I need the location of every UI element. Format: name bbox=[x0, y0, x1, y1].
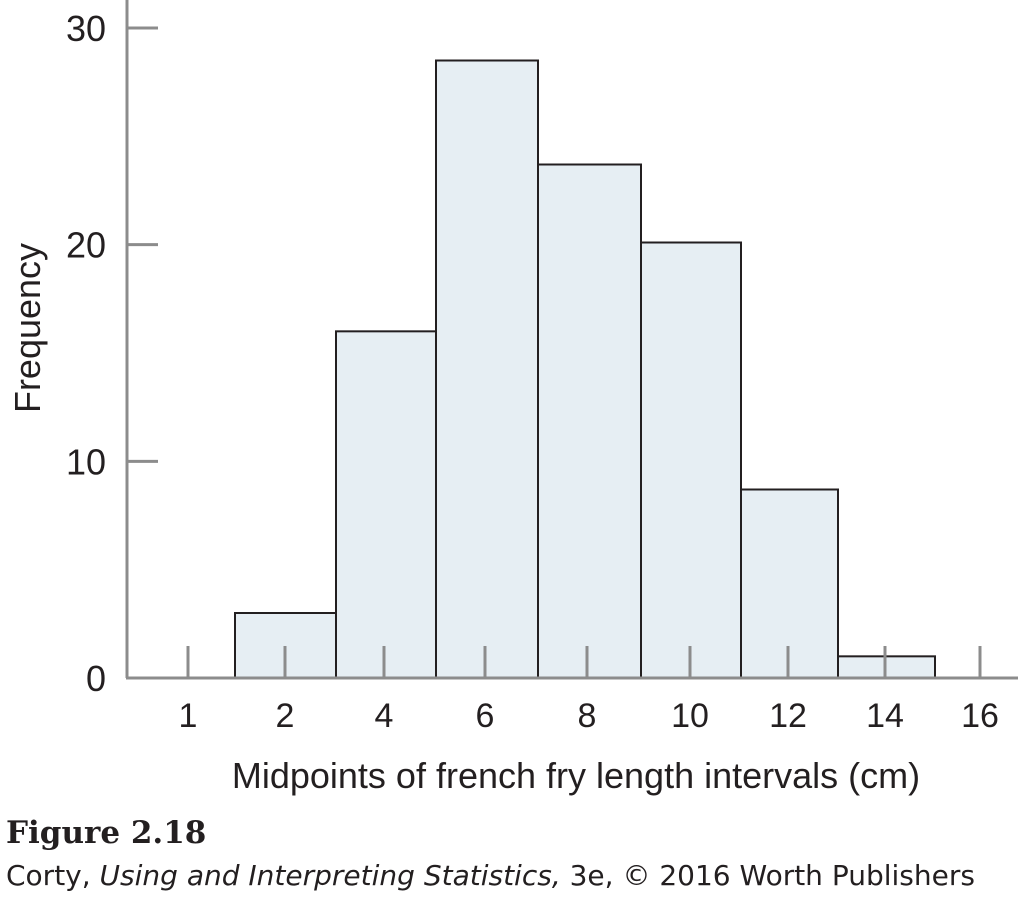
credit-author: Corty, bbox=[6, 859, 100, 892]
x-axis-title: Midpoints of french fry length intervals… bbox=[232, 755, 920, 796]
y-tick-label: 20 bbox=[66, 225, 106, 266]
x-tick-label: 6 bbox=[476, 697, 495, 735]
x-tick-label: 8 bbox=[578, 697, 597, 735]
histogram-bar-4 bbox=[335, 330, 437, 679]
y-axis-title: Frequency bbox=[7, 243, 48, 413]
histogram-bar-6 bbox=[435, 59, 539, 679]
figure-credit: Corty, Using and Interpreting Statistics… bbox=[6, 862, 975, 890]
figure-number: Figure 2.18 bbox=[6, 815, 207, 851]
x-tick-label: 10 bbox=[671, 697, 709, 735]
y-tick-label: 0 bbox=[86, 658, 106, 699]
y-ticks-group: 0 10 20 30 bbox=[66, 8, 158, 699]
y-tick-label: 30 bbox=[66, 8, 106, 49]
x-tick-label: 14 bbox=[866, 697, 904, 735]
x-tick-label: 2 bbox=[276, 697, 295, 735]
credit-publisher: 3e, © 2016 Worth Publishers bbox=[560, 859, 975, 892]
histogram-bar-8 bbox=[537, 163, 642, 679]
histogram-bar-10 bbox=[640, 241, 742, 679]
y-tick-label: 10 bbox=[66, 441, 106, 482]
x-tick-label: 16 bbox=[961, 697, 999, 735]
x-ticks-group: 1 2 4 6 8 10 12 14 16 bbox=[179, 646, 999, 735]
x-tick-label: 4 bbox=[375, 697, 394, 735]
credit-book-title: Using and Interpreting Statistics, bbox=[99, 859, 561, 892]
bars-group bbox=[234, 59, 936, 679]
x-tick-label: 12 bbox=[769, 697, 807, 735]
x-tick-label: 1 bbox=[179, 697, 198, 735]
